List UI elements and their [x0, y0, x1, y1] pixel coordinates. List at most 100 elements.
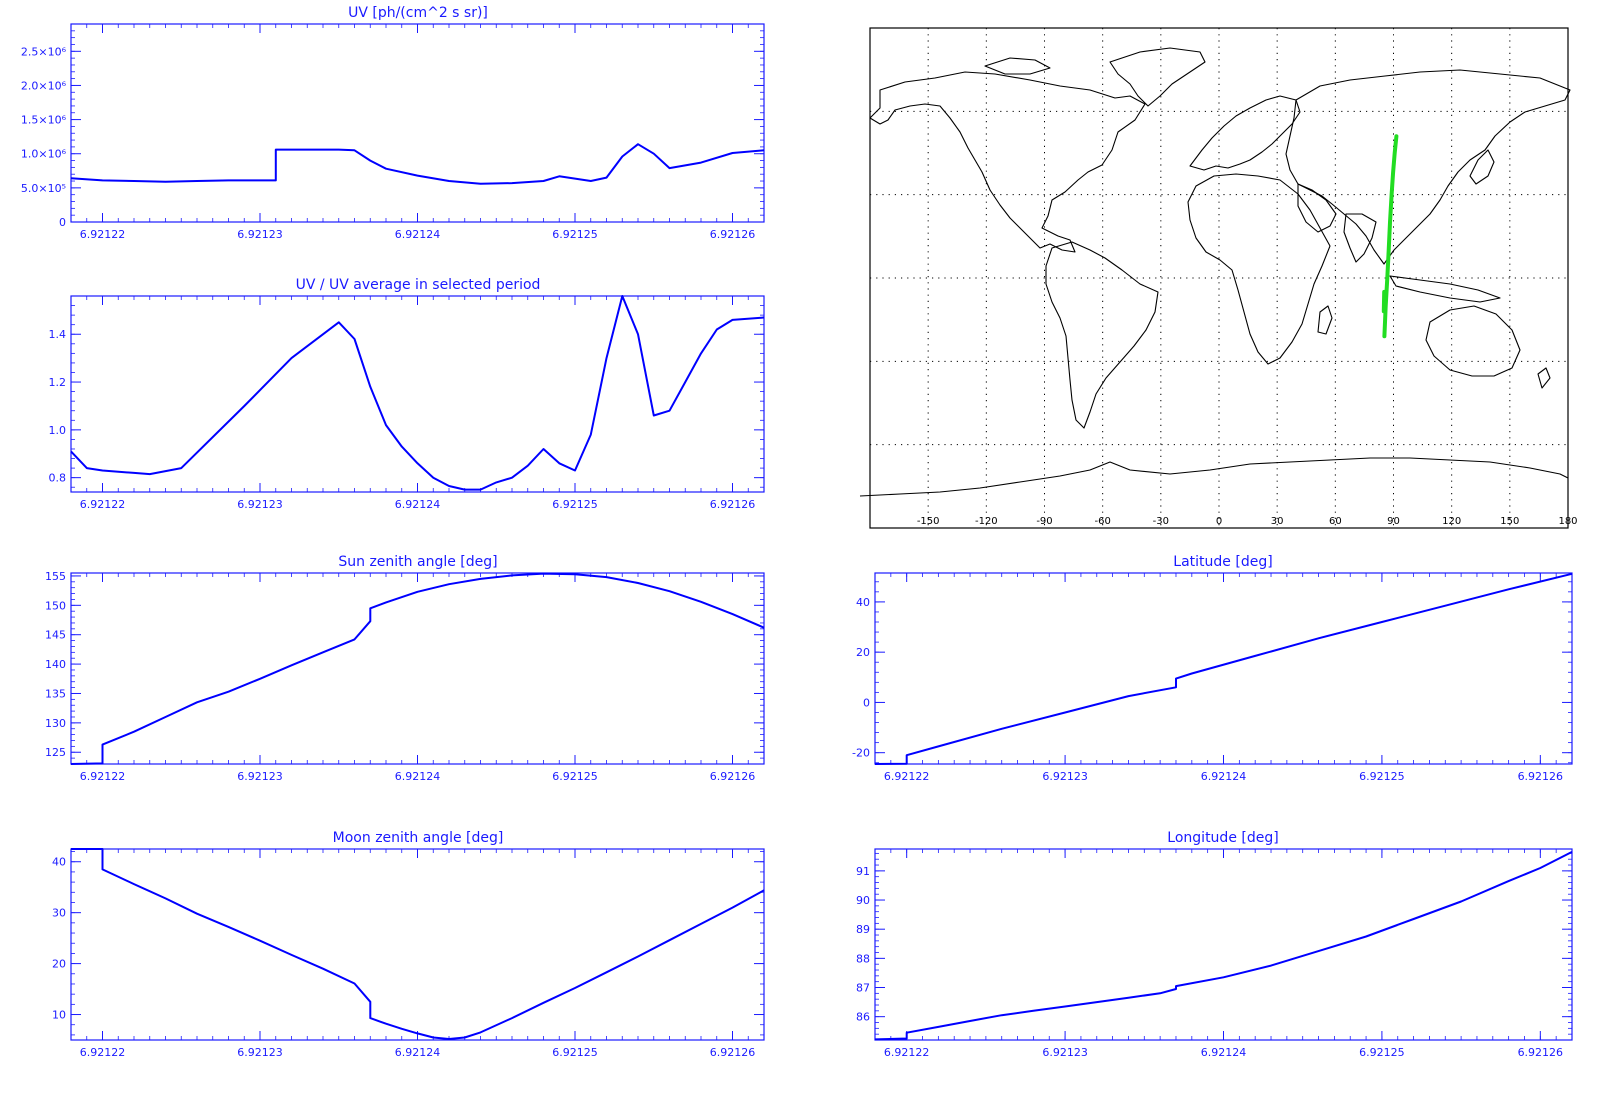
lat-x-tick-label: 6.92125: [1359, 770, 1405, 783]
lat-y-tick-label: -20: [852, 747, 870, 760]
latitude-title: Latitude [deg]: [1173, 554, 1272, 570]
map-longitude-label: 60: [1329, 516, 1342, 527]
lon-y-tick-label: 87: [856, 982, 870, 995]
uv-title: UV [ph/(cm^2 s sr)]: [348, 5, 488, 21]
map-longitude-label: 90: [1387, 516, 1400, 527]
ratio-series-line: [70, 295, 765, 491]
uv-y-tick-label: 1.5×10⁶: [21, 114, 67, 127]
longitude-title: Longitude [deg]: [1167, 830, 1278, 846]
map-longitude-label: 150: [1500, 516, 1519, 527]
map-track-point: [1382, 334, 1386, 338]
sun-zenith-title: Sun zenith angle [deg]: [338, 554, 497, 570]
indonesia-outline: [1389, 275, 1501, 303]
south-america-outline: [1045, 241, 1159, 429]
map-longitude-label: 0: [1216, 516, 1222, 527]
moon-y-tick-label: 20: [52, 958, 66, 971]
lat-x-tick-label: 6.92126: [1518, 770, 1564, 783]
continent-outlines: [859, 47, 1571, 497]
lat-x-tick-label: 6.92124: [1201, 770, 1247, 783]
lon-x-tick-label: 6.92122: [884, 1046, 930, 1059]
europe-outline: [1189, 95, 1301, 171]
ratio-y-tick-label: 1.0: [49, 424, 67, 437]
arabia-outline: [1297, 183, 1337, 233]
map-longitude-label: -90: [1036, 516, 1052, 527]
ratio-y-tick-label: 0.8: [49, 472, 67, 485]
moon-x-tick-label: 6.92124: [395, 1046, 441, 1059]
ratio-x-tick-label: 6.92125: [552, 498, 598, 511]
arctic-islands-outline: [984, 57, 1051, 75]
ratio-x-tick-label: 6.92123: [237, 498, 283, 511]
moon-zenith-plot: Moon zenith angle [deg] 6.92122 6.92123 6.…: [52, 830, 765, 1059]
uv-x-tick-label: 6.92125: [552, 228, 598, 241]
moon-y-tick-label: 10: [52, 1009, 66, 1022]
australia-outline: [1425, 305, 1521, 377]
north-america-outline: [869, 71, 1146, 253]
lon-y-tick-label: 90: [856, 894, 870, 907]
uv-plot-frame: [70, 23, 765, 223]
longitude-plot: Longitude [deg] 6.92122 6.92123 6.92124 6.9…: [856, 830, 1573, 1059]
uv-y-tick-label: 5.0×10⁵: [21, 182, 66, 195]
lon-x-tick-label: 6.92124: [1201, 1046, 1247, 1059]
sun-x-tick-label: 6.92122: [80, 770, 126, 783]
moon-y-tick-label: 40: [52, 856, 66, 869]
map-track-point: [1394, 134, 1398, 138]
sun-x-tick-label: 6.92126: [710, 770, 756, 783]
sun-y-tick-label: 145: [45, 629, 66, 642]
moon-zenith-title: Moon zenith angle [deg]: [333, 830, 504, 846]
lat-y-tick-label: 0: [863, 696, 870, 709]
map-longitude-label: 30: [1271, 516, 1284, 527]
ratio-x-tick-label: 6.92126: [710, 498, 756, 511]
map-track-point: [1388, 220, 1392, 224]
map-track-point: [1390, 193, 1394, 197]
sun-plot-frame: [70, 572, 765, 765]
uv-y-tick-label: 2.5×10⁶: [21, 45, 67, 58]
lat-series-line: [874, 572, 1573, 765]
uv-x-tick-label: 6.92123: [237, 228, 283, 241]
map-longitude-label: -30: [1153, 516, 1169, 527]
sun-y-tick-label: 150: [45, 599, 66, 612]
lon-x-tick-label: 6.92125: [1359, 1046, 1405, 1059]
lon-plot-frame: [874, 848, 1573, 1041]
lon-x-tick-label: 6.92126: [1518, 1046, 1564, 1059]
uv-y-tick-label: 0: [59, 216, 66, 229]
map-track-point: [1385, 276, 1389, 280]
moon-y-tick-label: 30: [52, 907, 66, 920]
ratio-x-tick-label: 6.92124: [395, 498, 441, 511]
latitude-plot: Latitude [deg] 6.92122 6.92123 6.92124 6.92…: [852, 554, 1573, 783]
world-map: -150 -120 -90 -60 -30 0 30 60 90 120 150 180: [859, 27, 1578, 529]
lon-series-line: [874, 851, 1573, 1041]
madagascar-outline: [1317, 305, 1333, 335]
sun-x-tick-label: 6.92123: [237, 770, 283, 783]
asia-outline: [1285, 69, 1571, 265]
lat-x-tick-label: 6.92123: [1042, 770, 1088, 783]
uv-x-tick-label: 6.92124: [395, 228, 441, 241]
uv-ratio-plot: UV / UV average in selected period 6.921…: [49, 277, 765, 511]
uv-y-tick-label: 2.0×10⁶: [21, 79, 67, 92]
sun-series-line: [70, 572, 765, 765]
new-zealand-outline: [1537, 367, 1551, 389]
moon-x-tick-label: 6.92125: [552, 1046, 598, 1059]
lon-y-tick-label: 88: [856, 952, 870, 965]
uv-ratio-title: UV / UV average in selected period: [296, 277, 541, 293]
map-longitude-label: 120: [1442, 516, 1461, 527]
map-track-point: [1382, 290, 1386, 294]
uv-series-line: [70, 143, 765, 185]
ratio-y-tick-label: 1.4: [49, 328, 67, 341]
moon-x-tick-label: 6.92126: [710, 1046, 756, 1059]
india-outline: [1343, 213, 1377, 263]
lon-x-tick-label: 6.92123: [1042, 1046, 1088, 1059]
sun-zenith-plot: Sun zenith angle [deg] 6.92122 6.92123 6.9…: [45, 554, 765, 783]
lat-y-tick-label: 40: [856, 596, 870, 609]
sun-y-tick-label: 125: [45, 746, 66, 759]
lon-y-tick-label: 86: [856, 1011, 870, 1024]
sun-x-tick-label: 6.92125: [552, 770, 598, 783]
lat-y-tick-label: 20: [856, 646, 870, 659]
sun-y-tick-label: 155: [45, 570, 66, 583]
map-track-point: [1393, 151, 1397, 155]
sun-y-tick-label: 135: [45, 687, 66, 700]
greenland-outline: [1109, 47, 1206, 107]
map-track-point: [1391, 170, 1395, 174]
map-frame: [869, 27, 1569, 529]
lon-y-tick-label: 89: [856, 923, 870, 936]
